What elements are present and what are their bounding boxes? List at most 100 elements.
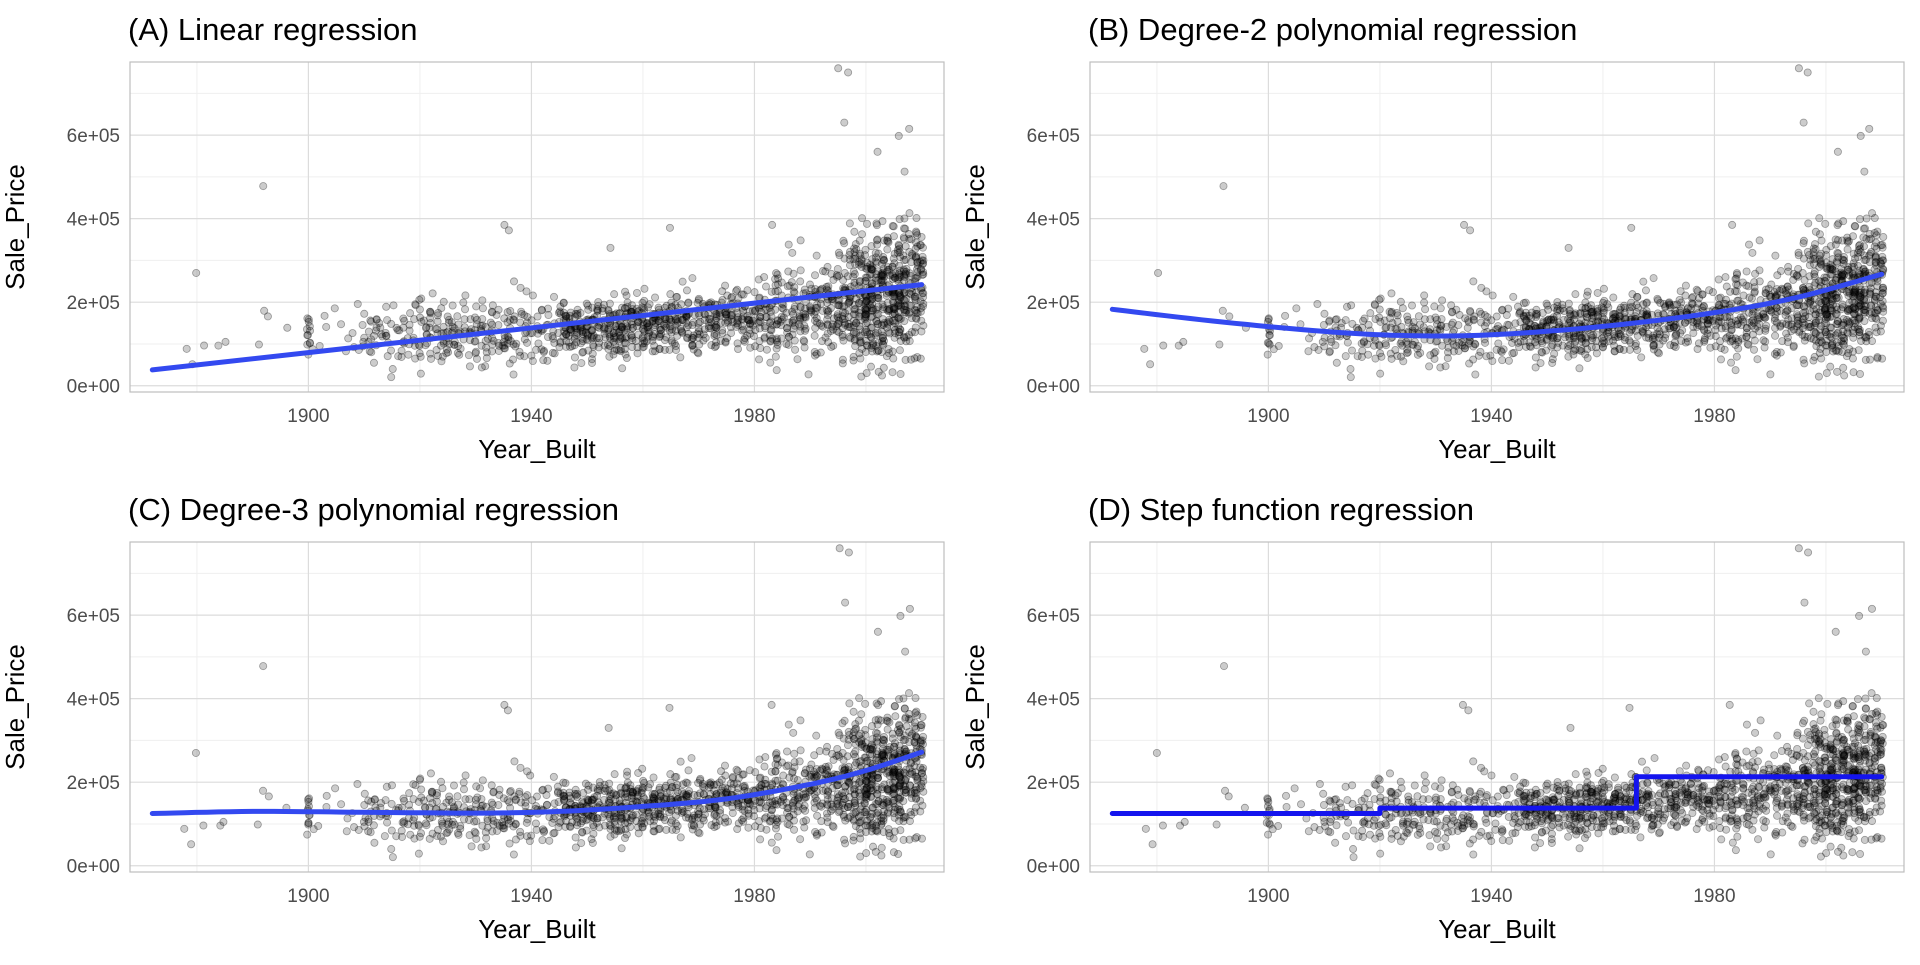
data-point [183,345,190,352]
data-point [1784,283,1791,290]
data-point [845,69,852,76]
data-point [1856,326,1863,333]
data-point [449,302,456,309]
data-point [757,345,764,352]
data-point [790,270,797,277]
data-point [749,802,756,809]
data-point [332,785,339,792]
data-point [513,340,520,347]
data-point [1421,306,1428,313]
data-point [755,356,762,363]
data-point [897,827,904,834]
data-point [482,363,489,370]
data-point [1382,342,1389,349]
data-point [479,315,486,322]
data-point [427,350,434,357]
data-point [1342,353,1349,360]
data-point [1587,302,1594,309]
data-point [734,825,741,832]
data-point [1565,300,1572,307]
data-point [1873,232,1880,239]
data-point [1749,249,1756,256]
data-point [824,814,831,821]
data-point [883,717,890,724]
data-point [918,233,925,240]
data-point [839,720,846,727]
data-point [844,804,851,811]
data-point [546,837,553,844]
data-point [476,785,483,792]
data-point [896,347,903,354]
data-point [454,829,461,836]
data-point [638,820,645,827]
data-point [1394,312,1401,319]
data-point [482,829,489,836]
data-point [1841,372,1848,379]
data-point [761,763,768,770]
data-point [606,300,613,307]
data-point [1603,330,1610,337]
data-point [1856,370,1863,377]
data-point [878,372,885,379]
data-point [1348,347,1355,354]
data-point [521,336,528,343]
data-point [919,260,926,267]
data-point [895,850,902,857]
data-point [894,726,901,733]
data-point [890,355,897,362]
data-point [856,695,863,702]
data-point [416,306,423,313]
data-point [863,220,870,227]
data-point [1861,168,1868,175]
data-point [772,825,779,832]
data-point [1877,242,1884,249]
data-point [1866,356,1873,363]
data-point [1784,334,1791,341]
data-point [509,356,516,363]
data-point [1266,332,1273,339]
data-point [1827,363,1834,370]
data-point [700,337,707,344]
data-point [1756,278,1763,285]
data-point [685,767,692,774]
data-point [817,349,824,356]
data-point [905,690,912,697]
data-point [655,826,662,833]
data-point [880,737,887,744]
data-point [488,348,495,355]
data-point [677,758,684,765]
data-point [304,831,311,838]
data-point [851,228,858,235]
data-point [222,338,229,345]
data-point [1180,338,1187,345]
data-point [512,820,519,827]
data-point [671,340,678,347]
data-point [797,717,804,724]
data-point [689,342,696,349]
data-point [1722,273,1729,280]
data-point [1834,148,1841,155]
data-point [906,125,913,132]
data-point [1856,216,1863,223]
data-point [900,695,907,702]
data-point [506,840,513,847]
data-point [1160,342,1167,349]
data-point [495,801,502,808]
data-point [834,782,841,789]
data-point [912,275,919,282]
data-point [1220,182,1227,189]
data-point [1777,267,1784,274]
data-point [504,816,511,823]
data-point [894,246,901,253]
data-point [673,773,680,780]
data-point [1839,272,1846,279]
data-point [305,819,312,826]
data-point [646,780,653,787]
data-point [389,365,396,372]
data-point [466,363,473,370]
data-point [472,348,479,355]
data-point [1849,233,1856,240]
data-point [418,786,425,793]
x-tick-label: 1940 [510,406,552,427]
data-point [1737,314,1744,321]
